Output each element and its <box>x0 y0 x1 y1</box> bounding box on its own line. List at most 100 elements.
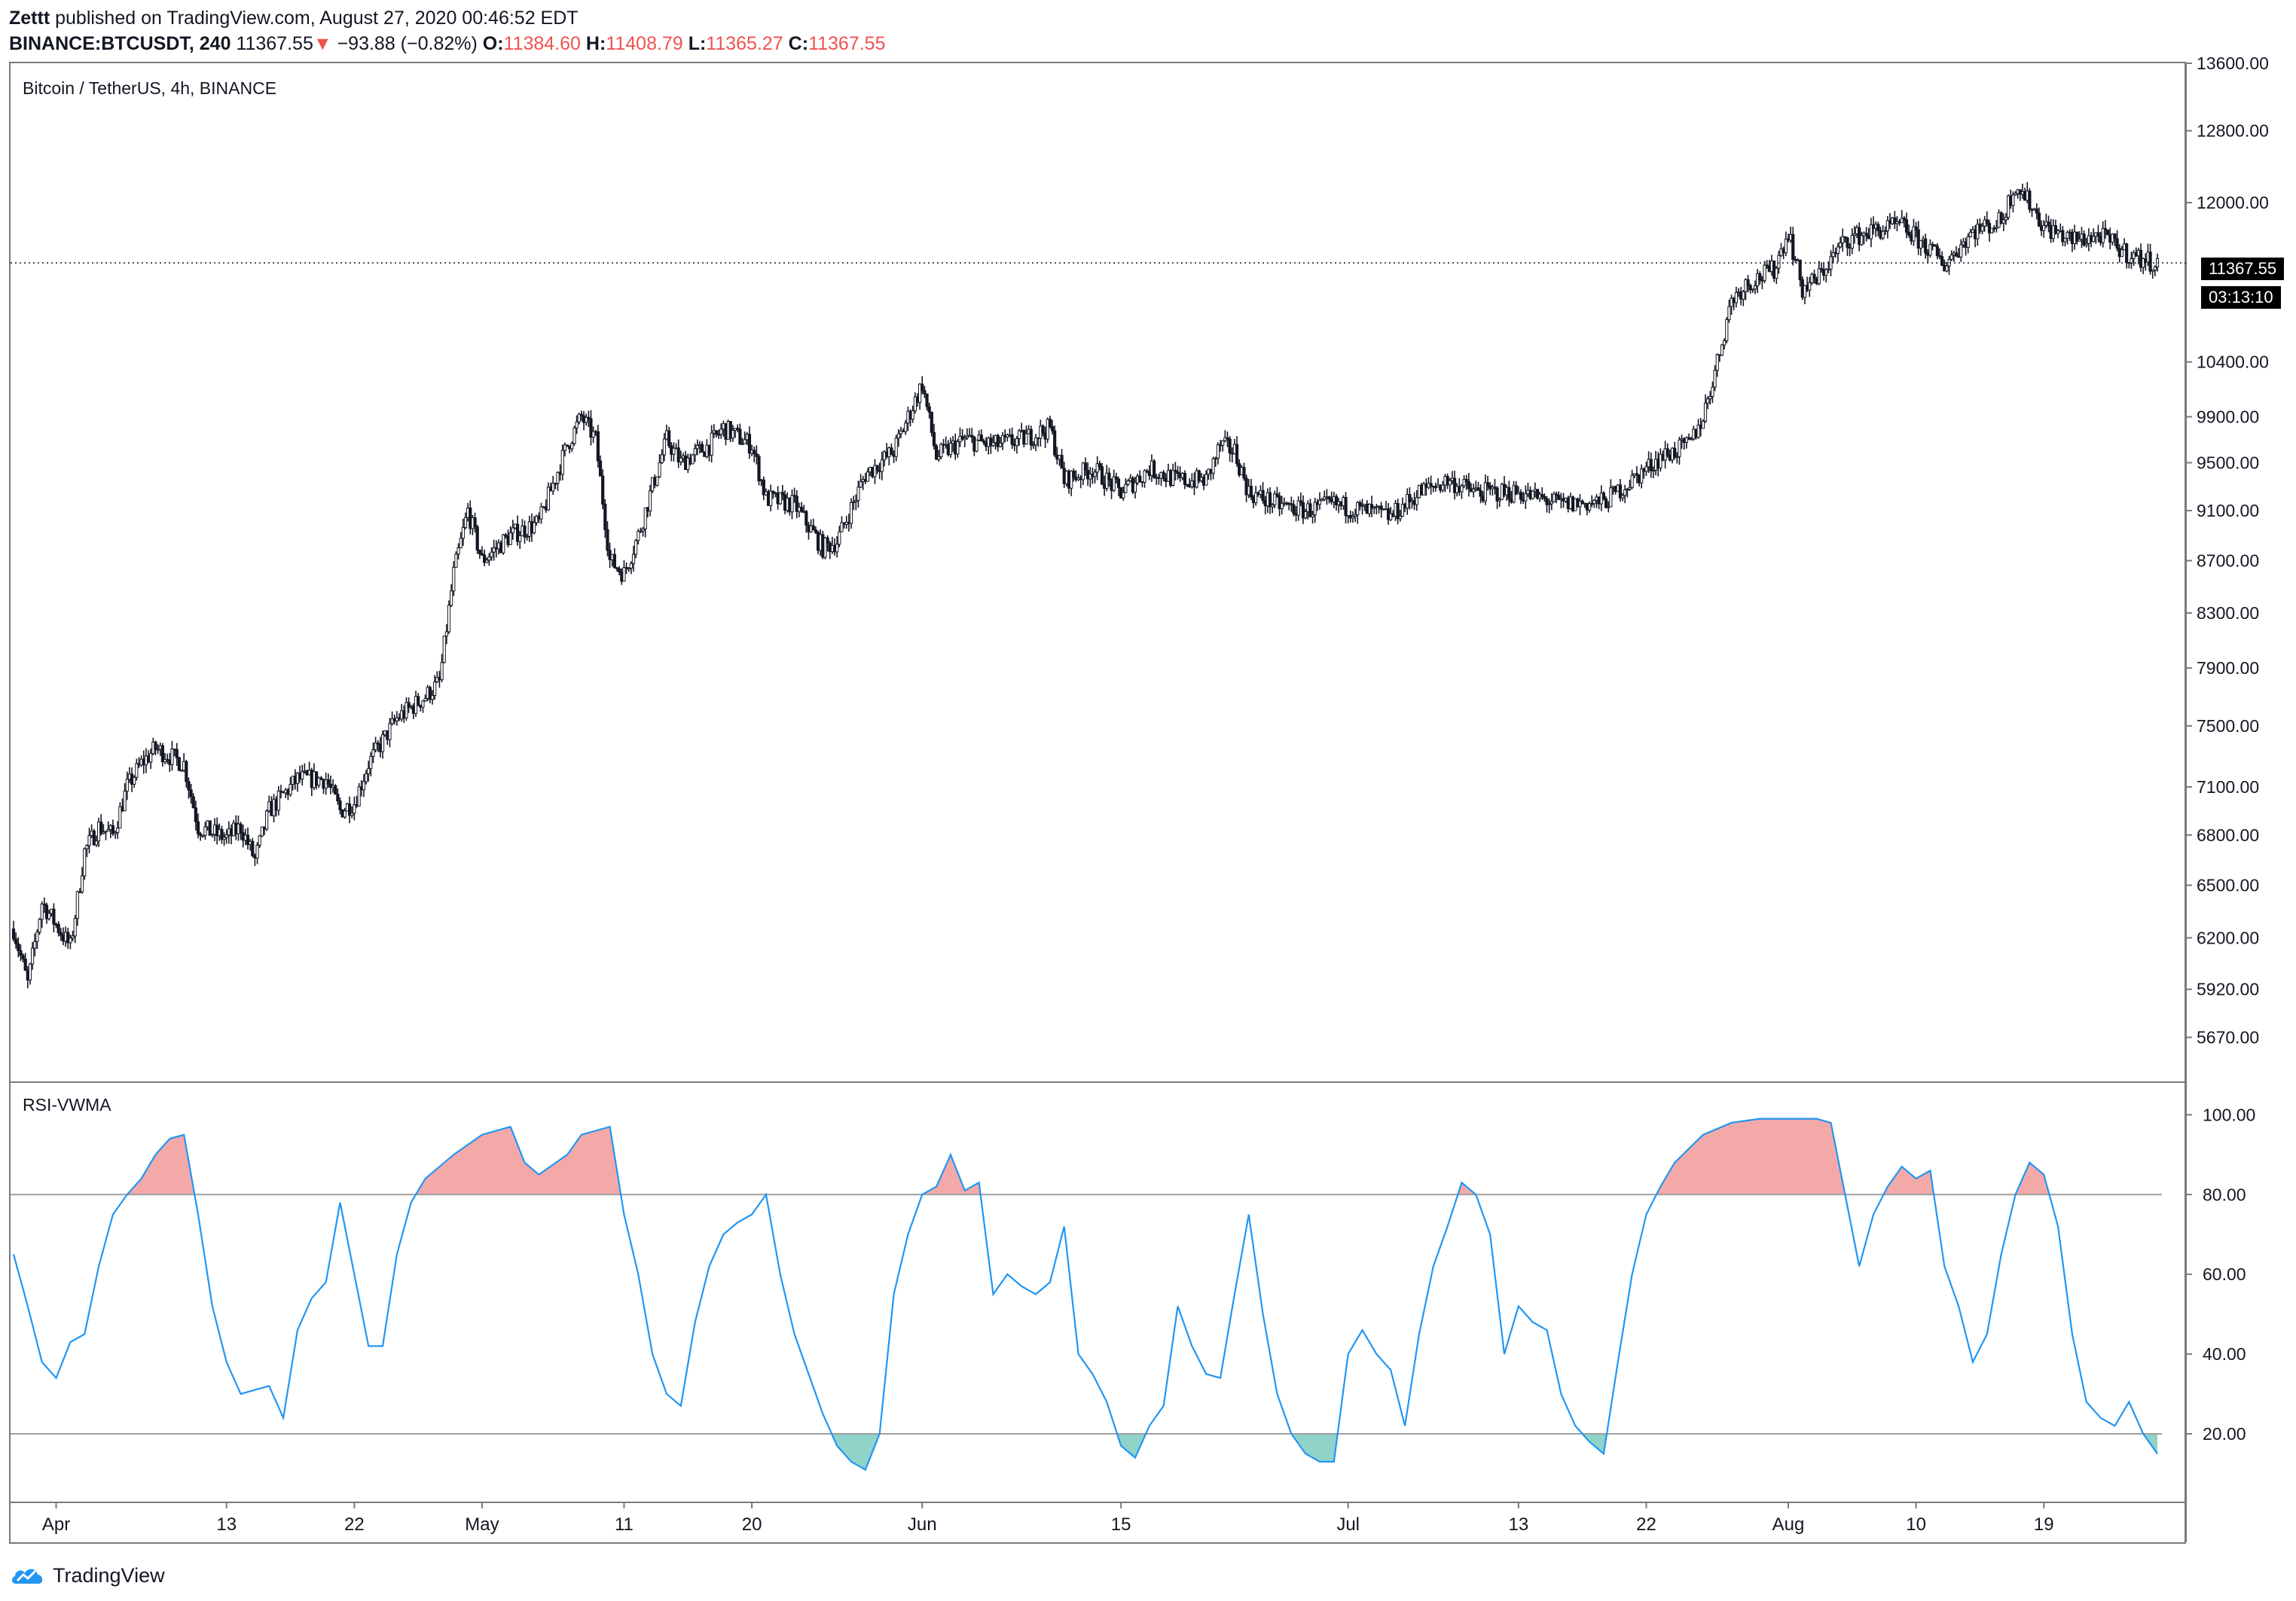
candle-body <box>1152 460 1156 478</box>
time-axis-label: 15 <box>1111 1514 1131 1535</box>
candle-body <box>1072 471 1076 478</box>
candle-body <box>133 776 136 785</box>
candle-body <box>28 963 32 980</box>
candle-body <box>948 443 953 456</box>
time-axis-label: 13 <box>1509 1514 1529 1535</box>
price-axis-label: 8300.00 <box>2197 603 2259 623</box>
candle-body <box>1124 483 1128 493</box>
candle-body <box>1701 420 1705 429</box>
candle-body <box>757 456 761 482</box>
candle-body <box>2148 252 2152 272</box>
candle-body <box>890 447 893 456</box>
candle-body <box>1460 485 1464 492</box>
time-axis-label: Jun <box>908 1514 937 1535</box>
candle-body <box>1048 419 1052 427</box>
candle-body <box>587 416 591 419</box>
candle-body <box>1900 218 1904 224</box>
candle-body <box>691 454 695 465</box>
candle-body <box>2056 230 2060 234</box>
candle-body <box>1060 455 1064 469</box>
oversold-fill <box>1291 1433 1338 1462</box>
candle-body <box>1472 488 1476 492</box>
time-axis-label: 19 <box>2034 1514 2054 1535</box>
candle-body <box>1093 471 1097 477</box>
candle-body <box>1531 490 1534 499</box>
candle-body <box>417 696 420 706</box>
candle-body <box>823 537 827 558</box>
candle-body <box>433 682 437 697</box>
candle-body <box>19 950 23 956</box>
candle-body <box>196 821 200 834</box>
candle-body <box>856 486 860 502</box>
candle-body <box>1775 267 1778 279</box>
candle-body <box>899 430 903 435</box>
candle-body <box>1396 502 1400 520</box>
candle-body <box>463 517 468 528</box>
time-axis-label: 22 <box>344 1514 365 1535</box>
candle-body <box>1555 493 1559 496</box>
candle-body <box>511 527 514 534</box>
candle-body <box>1299 500 1302 503</box>
candle-body <box>1543 496 1546 499</box>
candle-body <box>326 779 330 785</box>
candle-body <box>956 441 960 455</box>
candle-body <box>123 791 127 812</box>
candle-body <box>1211 458 1215 474</box>
candle-body <box>618 568 621 572</box>
candle-body <box>629 563 633 569</box>
candle-body <box>1479 489 1482 497</box>
candle-body <box>535 515 539 523</box>
tradingview-brand[interactable]: TradingView <box>53 1563 165 1587</box>
candle-body <box>1666 448 1669 456</box>
price-axis-label: 8700.00 <box>2197 551 2259 571</box>
candle-body <box>447 605 451 633</box>
candle-body <box>187 781 191 791</box>
candle-body <box>2120 249 2123 258</box>
candle-body <box>1311 514 1314 517</box>
candle-body <box>258 835 261 846</box>
candle-body <box>1024 433 1028 445</box>
time-axis-label: 11 <box>615 1514 634 1535</box>
candle-body <box>156 749 160 751</box>
candles-group <box>11 181 2160 989</box>
candle-body <box>932 432 936 447</box>
candle-body <box>1836 246 1840 255</box>
candle-body <box>579 413 584 416</box>
candle-body <box>989 438 993 447</box>
candle-body <box>2061 230 2065 242</box>
open-value: 11384.60 <box>503 33 581 54</box>
candle-body <box>485 560 489 563</box>
author-name[interactable]: Zettt <box>9 8 50 29</box>
candle-body <box>1869 224 1873 239</box>
candle-body <box>1742 291 1745 300</box>
candle-body <box>755 453 759 457</box>
candle-body <box>423 698 427 702</box>
candle-body <box>1415 497 1418 505</box>
candle-body <box>1959 244 1963 258</box>
rsi-axis-label: 60.00 <box>2203 1264 2246 1284</box>
candle-body <box>996 435 1000 447</box>
candle-body <box>603 503 607 530</box>
candle-body <box>2042 224 2046 231</box>
candle-body <box>73 918 77 937</box>
candle-body <box>504 534 508 537</box>
candle-body <box>52 908 56 925</box>
candle-body <box>1308 503 1312 517</box>
candle-body <box>1678 439 1681 457</box>
candle-body <box>222 837 226 840</box>
candle-body <box>203 826 207 836</box>
candle-body <box>1860 235 1864 245</box>
candle-body <box>454 553 458 568</box>
candle-body <box>1784 238 1788 254</box>
candle-body <box>1083 462 1088 471</box>
candle-body <box>1824 269 1828 276</box>
candle-body <box>1883 230 1887 233</box>
candle-body <box>1275 493 1279 497</box>
candle-body <box>334 785 337 795</box>
candle-body <box>23 959 27 971</box>
candle-body <box>1703 402 1708 422</box>
candle-body <box>854 500 858 502</box>
candle-body <box>160 745 165 763</box>
price-pane-title: Bitcoin / TetherUS, 4h, BINANCE <box>23 78 277 98</box>
